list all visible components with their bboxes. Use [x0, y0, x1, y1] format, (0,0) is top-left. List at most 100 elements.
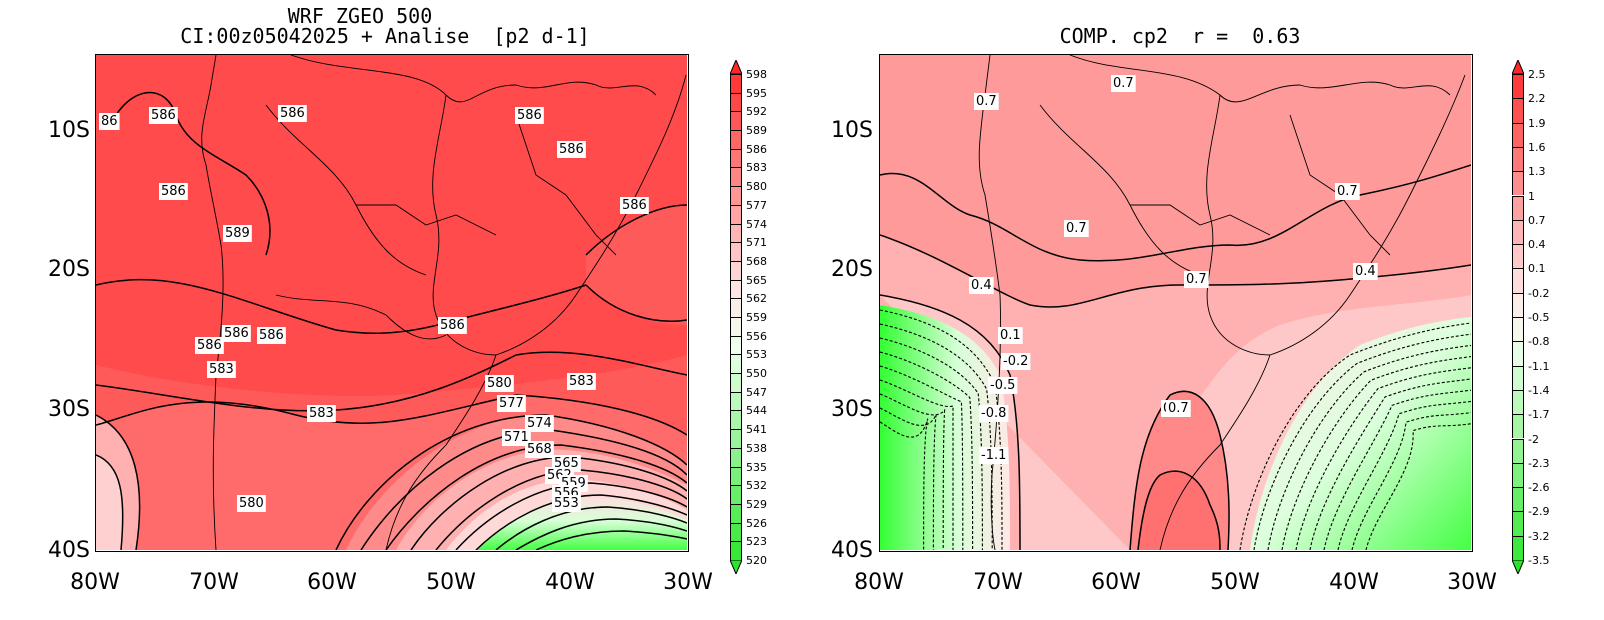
left-colorbar-cell	[730, 485, 742, 504]
right-dashed-contour	[880, 379, 954, 550]
right-ylabel-20s: 20S	[831, 257, 873, 282]
left-contour-label: 589	[225, 226, 250, 241]
left-colorbar-label: 520	[746, 554, 767, 567]
right-colorbar-label: -2.9	[1528, 505, 1550, 519]
left-colorbar-top-arrow	[730, 60, 742, 74]
right-dashed-contour	[1309, 378, 1471, 550]
right-colorbar-cell	[1512, 414, 1524, 439]
left-contour-label: 553	[554, 496, 579, 511]
right-contour-label: -0.2	[1003, 354, 1028, 369]
right-dashed-contour	[1295, 367, 1471, 550]
right-colorbar-cell	[1512, 244, 1524, 269]
right-contour-labels: 0.7 0.7 0.7 0.7 0.7 0.4 0.4 0.7 0.1 -0.2 -0.5 -0.8 -…	[969, 75, 1378, 464]
right-map: 0.7 0.7 0.7 0.7 0.7 0.4 0.4 0.7 0.1 -0.2 -0.5 -0.8 -…	[879, 54, 1473, 552]
right-colorbar-label: 1	[1528, 189, 1535, 203]
left-colorbar-cell	[730, 242, 742, 261]
left-colorbar-cell	[730, 298, 742, 317]
left-colorbar-cell	[730, 130, 742, 149]
right-dashed-contour	[1365, 423, 1471, 550]
right-contour-label: 0.1	[1000, 328, 1021, 343]
right-colorbar-label: -0.8	[1528, 335, 1550, 349]
right-colorbar-cell	[1512, 268, 1524, 293]
left-colorbar-label: 568	[746, 254, 767, 268]
left-colorbar-label: 571	[746, 236, 767, 250]
right-colorbar-cell	[1512, 171, 1524, 196]
right-colorbar-cell	[1512, 146, 1524, 172]
left-colorbar-cell	[730, 373, 742, 392]
left-colorbar-cell	[730, 279, 742, 299]
left-contour-label: 574	[527, 416, 552, 431]
left-colorbar-label: 583	[746, 161, 767, 175]
left-colorbar-label: 565	[746, 273, 767, 287]
right-colorbar-bottom-arrow	[1512, 560, 1524, 574]
left-map: 86 586 586 586 586 586 589 586 586 586 586 586 583 58…	[95, 54, 689, 552]
left-contour-label: 580	[239, 496, 264, 511]
right-dashed-contour	[880, 337, 983, 550]
right-colorbar-label: -1.4	[1528, 383, 1550, 397]
left-colorbar-cell	[730, 148, 742, 168]
right-colorbar-cell	[1512, 317, 1524, 342]
left-colorbar-cell	[730, 260, 742, 280]
left-colorbar-label: 595	[746, 86, 767, 100]
right-contour-label: 0.7	[1337, 184, 1358, 199]
right-contour-label: 0.7	[1113, 76, 1134, 91]
left-xlabel-40w: 40W	[545, 570, 595, 595]
left-contour-label: 586	[622, 198, 647, 213]
right-contour-label: 0.4	[971, 278, 992, 293]
left-xlabel-70w: 70W	[189, 570, 239, 595]
left-colorbar-cell	[730, 410, 742, 430]
right-contour-label: 0.4	[1355, 264, 1376, 279]
right-colorbar-cell	[1512, 219, 1524, 245]
left-contour-label: 586	[280, 106, 305, 121]
left-contour-label: 568	[527, 442, 552, 457]
left-colorbar-label: 577	[746, 198, 767, 212]
left-band-east	[586, 205, 687, 325]
left-colorbar-label: 550	[746, 367, 767, 381]
right-colorbar-label: -1.7	[1528, 408, 1550, 422]
right-colorbar-label: -3.2	[1528, 529, 1550, 543]
right-dashed-contour	[1281, 356, 1471, 550]
left-title-line1: WRF ZGEO 500	[287, 4, 433, 28]
right-xlabel-60w: 60W	[1091, 570, 1141, 595]
left-colorbar-cell	[730, 223, 742, 243]
right-colorbar-cell	[1512, 535, 1524, 560]
right-dashed-contour	[1323, 389, 1471, 550]
right-xlabel-70w: 70W	[973, 570, 1023, 595]
left-colorbar-cell	[730, 167, 742, 187]
left-colorbar-cell	[730, 503, 742, 523]
right-colorbar-label: 0.4	[1528, 238, 1546, 252]
left-colorbar-label: 580	[746, 180, 767, 194]
right-colorbar-cell	[1512, 98, 1524, 123]
right-contour-label: -0.5	[990, 378, 1015, 393]
left-contour-label: 586	[224, 326, 249, 341]
left-colorbar-bottom-arrow	[730, 560, 742, 574]
left-contour-label: 586	[151, 108, 176, 123]
left-colorbar-label: 535	[746, 460, 767, 474]
right-dashed-contour	[880, 393, 946, 550]
left-xlabel-60w: 60W	[307, 570, 357, 595]
left-colorbar-label: 592	[746, 105, 767, 119]
right-colorbar-cell	[1512, 389, 1524, 415]
right-colorbar-top-arrow	[1512, 60, 1524, 74]
left-contour-label: 586	[197, 338, 222, 353]
left-xlabel-80w: 80W	[70, 570, 120, 595]
left-colorbar-label: 598	[746, 68, 767, 81]
right-colorbar-label: -1.1	[1528, 359, 1550, 373]
left-colorbar-label: 529	[746, 497, 767, 511]
left-ylabel-30s: 30S	[48, 397, 90, 422]
right-band-east	[1250, 317, 1471, 550]
right-colorbar-label: -0.5	[1528, 311, 1550, 324]
left-colorbar-cell	[730, 111, 742, 131]
left-contour-label: 583	[209, 362, 234, 377]
left-contour-label: 586	[559, 142, 584, 157]
left-colorbar-cell	[730, 522, 742, 542]
right-colorbar-label: 0.7	[1528, 213, 1546, 227]
right-contours-dashed	[880, 309, 1471, 550]
right-dashed-contour	[1337, 400, 1471, 550]
right-colorbar-cell	[1512, 511, 1524, 536]
left-colorbar-cell	[730, 335, 742, 355]
right-contour-label: 0.7	[976, 94, 997, 109]
left-colorbar-cell	[730, 186, 742, 205]
right-dashed-contour	[880, 418, 929, 550]
